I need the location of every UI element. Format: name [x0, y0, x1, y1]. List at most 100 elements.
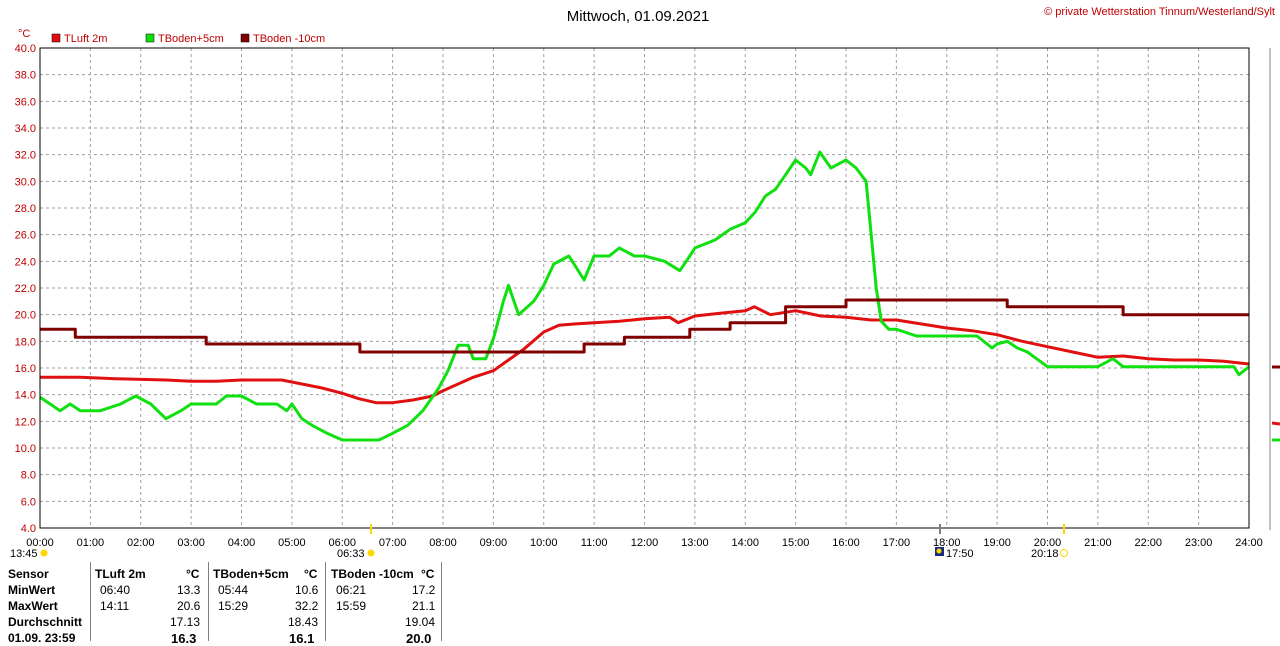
- stats-tboden5-max: 32.2: [295, 599, 319, 613]
- y-tick-label: 26.0: [15, 230, 36, 242]
- y-tick-label: 38.0: [15, 70, 36, 82]
- grid: [40, 48, 1249, 528]
- x-tick-label: 03:00: [177, 537, 205, 549]
- stats-label-current: 01.09. 23:59: [8, 631, 76, 645]
- series-line-tluft-2m: [40, 305, 1250, 405]
- chart-title: Mittwoch, 01.09.2021: [567, 8, 710, 25]
- stats-col-tluft: TLuft 2m °C 06:40 13.3 14:11 20.6 17.13 …: [95, 562, 205, 646]
- moon-time-label: 17:50: [946, 548, 974, 560]
- y-tick-label: 16.0: [15, 363, 36, 375]
- x-tick-label: 12:00: [631, 537, 659, 549]
- stats-tboden10-min: 17.2: [412, 583, 436, 597]
- stats-label-min: MinWert: [8, 583, 56, 597]
- x-tick-label: 09:00: [480, 537, 508, 549]
- sunset-label: 20:18: [1031, 548, 1059, 560]
- x-tick-label: 08:00: [429, 537, 457, 549]
- x-tick-label: 14:00: [731, 537, 759, 549]
- y-tick-label: 10.0: [15, 443, 36, 455]
- x-tick-label: 07:00: [379, 537, 407, 549]
- x-tick-label: 18:00: [933, 537, 961, 549]
- x-tick-labels: 00:00 01:00 02:00 03:00 04:00 05:00 06:00 07:00…: [26, 537, 1263, 549]
- stats-tluft-current: 16.3: [171, 631, 197, 646]
- y-tick-label: 24.0: [15, 256, 36, 268]
- y-tick-label: 18.0: [15, 336, 36, 348]
- stats-tboden5-avg: 18.43: [288, 615, 319, 629]
- stats-tboden10-current: 20.0: [406, 631, 432, 646]
- y-tick-label: 34.0: [15, 123, 36, 135]
- stats-tboden5-min-time: 05:44: [218, 583, 249, 597]
- legend-label-tboden10: TBoden -10cm: [253, 33, 325, 45]
- stats-col-labels: Sensor MinWert MaxWert Durchschnitt 01.0…: [8, 562, 90, 645]
- series-line-tboden-10cm: [40, 298, 1249, 354]
- x-tick-label: 13:00: [681, 537, 709, 549]
- left-sun-icon: [40, 549, 48, 557]
- x-tick-label: 16:00: [832, 537, 860, 549]
- y-tick-label: 14.0: [15, 390, 36, 402]
- series-line-tboden-5cm: [39, 150, 1250, 442]
- stats-divider-1: [90, 562, 91, 641]
- x-tick-label: 11:00: [581, 537, 608, 549]
- credit-text: © private Wetterstation Tinnum/Westerlan…: [1044, 6, 1275, 18]
- stats-unit-tboden10: °C: [421, 567, 435, 581]
- x-tick-label: 04:00: [228, 537, 256, 549]
- stats-label-max: MaxWert: [8, 599, 58, 613]
- legend: TLuft 2m TBoden+5cm TBoden -10cm: [51, 33, 325, 45]
- y-tick-labels: 4.0 6.0 8.0 10.0 12.0 14.0 16.0 18.0 20.0 22.0 24.…: [15, 43, 36, 535]
- stats-divider-2: [208, 562, 209, 641]
- x-tick-label: 00:00: [26, 537, 54, 549]
- x-tick-label: 17:00: [883, 537, 911, 549]
- stats-tboden10-min-time: 06:21: [336, 583, 367, 597]
- legend-swatch-tboden5: [145, 33, 155, 43]
- y-tick-label: 22.0: [15, 283, 36, 295]
- stats-tboden5-max-time: 15:29: [218, 599, 249, 613]
- y-tick-label: 6.0: [21, 496, 36, 508]
- x-tick-label: 21:00: [1084, 537, 1112, 549]
- left-time-label: 13:45: [10, 548, 38, 560]
- sunset-icon: [1060, 549, 1068, 557]
- right-edge-markers: [1269, 48, 1280, 530]
- stats-tboden5-min: 10.6: [295, 583, 319, 597]
- temperature-chart: Mittwoch, 01.09.2021 © private Wettersta…: [10, 6, 1280, 560]
- legend-label-tboden5: TBoden+5cm: [158, 33, 224, 45]
- stats-header-sensor: Sensor: [8, 567, 49, 581]
- y-tick-label: 36.0: [15, 96, 36, 108]
- stats-tluft-max: 20.6: [177, 599, 201, 613]
- x-tick-label: 20:00: [1034, 537, 1062, 549]
- x-tick-label: 01:00: [77, 537, 105, 549]
- stats-header-tluft: TLuft 2m: [95, 567, 146, 581]
- stats-label-avg: Durchschnitt: [8, 615, 83, 629]
- y-tick-label: 4.0: [21, 523, 36, 535]
- stats-tluft-avg: 17.13: [170, 615, 201, 629]
- x-tick-label: 24:00: [1235, 537, 1263, 549]
- plot-frame: [39, 47, 1250, 529]
- stats-tluft-max-time: 14:11: [100, 599, 130, 613]
- y-tick-label: 12.0: [15, 416, 36, 428]
- stats-tboden10-avg: 19.04: [405, 615, 436, 629]
- sunrise-icon: [367, 549, 375, 557]
- x-tick-label: 22:00: [1134, 537, 1162, 549]
- x-tick-label: 05:00: [278, 537, 306, 549]
- legend-label-tluft: TLuft 2m: [64, 33, 107, 45]
- stats-header-tboden10: TBoden -10cm: [331, 567, 414, 581]
- y-tick-label: 40.0: [15, 43, 36, 55]
- x-tick-label: 06:00: [328, 537, 356, 549]
- series-lines: [39, 150, 1250, 442]
- stats-col-tboden5: TBoden+5cm °C 05:44 10.6 15:29 32.2 18.4…: [213, 562, 323, 646]
- stats-col-tboden10: TBoden -10cm °C 06:21 17.2 15:59 21.1 19…: [331, 562, 439, 646]
- y-tick-label: 8.0: [21, 470, 36, 482]
- stats-header-tboden5: TBoden+5cm: [213, 567, 289, 581]
- y-tick-label: 30.0: [15, 176, 36, 188]
- stats-tluft-min: 13.3: [177, 583, 201, 597]
- x-tick-label: 10:00: [530, 537, 558, 549]
- stats-tboden10-max: 21.1: [412, 599, 436, 613]
- x-tick-label: 19:00: [983, 537, 1011, 549]
- right-marker-tluft: [1271, 421, 1280, 426]
- y-axis-label: °C: [18, 28, 30, 40]
- stats-tboden5-current: 16.1: [289, 631, 315, 646]
- y-tick-label: 28.0: [15, 203, 36, 215]
- stats-unit-tluft: °C: [186, 567, 200, 581]
- y-tick-label: 20.0: [15, 310, 36, 322]
- sun-markers: 13:45 06:33 17:50 20:18: [10, 524, 1068, 560]
- stats-tluft-min-time: 06:40: [100, 583, 131, 597]
- x-tick-label: 15:00: [782, 537, 810, 549]
